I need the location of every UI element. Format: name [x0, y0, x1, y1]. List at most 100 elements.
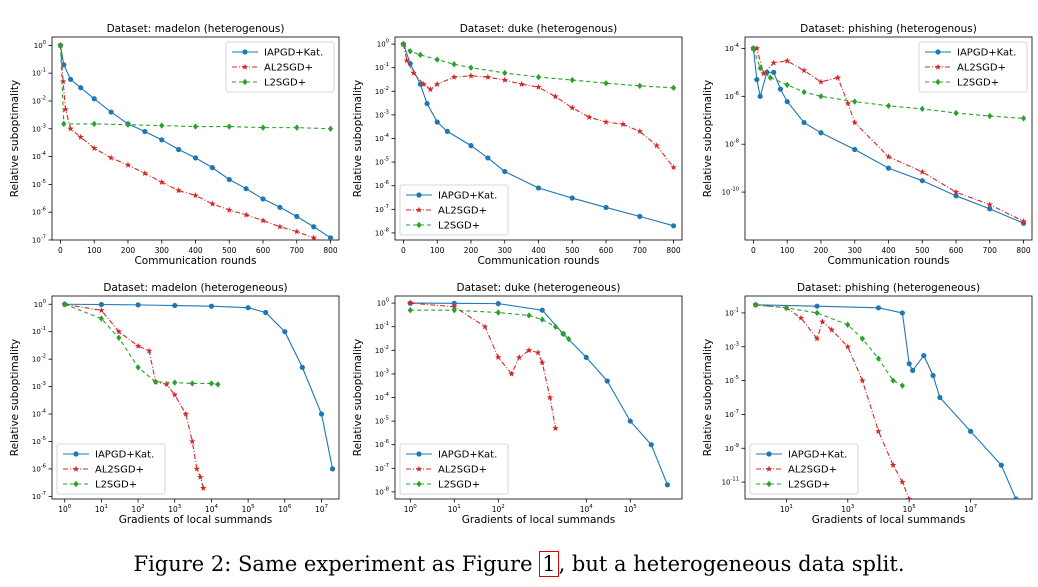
legend-marker [416, 451, 422, 457]
data-point [108, 109, 114, 115]
data-point [834, 74, 842, 81]
data-point [919, 105, 925, 113]
data-point [525, 346, 533, 354]
x-tick-label: 102 [132, 504, 145, 514]
data-point [783, 304, 789, 312]
y-tick-label: 10-7 [32, 491, 46, 501]
x-axis-label: Gradients of local summands [119, 514, 273, 526]
data-point [90, 144, 98, 151]
data-point [175, 187, 182, 194]
data-point [818, 130, 824, 136]
x-tick-label: 800 [1016, 246, 1031, 255]
x-tick-label: 105 [624, 504, 638, 514]
series-line [59, 45, 331, 130]
data-point [276, 223, 284, 230]
legend: IAPGD+Kat. AL2SGD+ L2SGD+ [225, 41, 335, 93]
y-tick-label: 10-3 [32, 123, 46, 133]
data-point [451, 307, 457, 314]
y-tick-label: 10-3 [375, 368, 389, 378]
y-tick-label: 10-6 [32, 207, 46, 217]
legend-marker [935, 78, 941, 86]
y-tick-label: 10-5 [32, 179, 46, 189]
x-tick-label: 107 [964, 504, 978, 514]
legend: IAPGD+Kat. AL2SGD+ L2SGD+ [749, 443, 859, 495]
data-point [546, 394, 554, 401]
data-point [845, 321, 851, 328]
data-point [552, 93, 559, 100]
data-point [569, 104, 576, 111]
x-tick-label: 600 [256, 246, 271, 255]
x-tick-label: 500 [915, 246, 930, 255]
y-tick-label: 100 [34, 299, 46, 309]
data-point [670, 223, 677, 229]
legend-box [918, 41, 1028, 93]
data-point [318, 411, 325, 417]
data-point [753, 301, 759, 309]
y-tick-label: 100 [377, 39, 389, 49]
data-point [420, 80, 427, 87]
data-point [637, 213, 643, 220]
data-point [552, 323, 559, 330]
data-point [67, 76, 74, 82]
chart-panel-3: Dataset: phishing (heterogenous) Communic… [702, 23, 1033, 267]
data-point [424, 101, 430, 107]
x-tick-label: 101 [780, 504, 793, 514]
x-tick-label: 100 [780, 246, 795, 255]
data-point [852, 146, 858, 153]
legend: IAPGD+Kat. AL2SGD+ L2SGD+ [918, 41, 1028, 93]
data-point [467, 72, 475, 79]
data-point [159, 122, 165, 129]
data-point [1020, 115, 1027, 122]
data-point [539, 307, 545, 313]
x-axis-label: Communication rounds [477, 255, 599, 267]
series-line [755, 304, 1017, 499]
data-point [434, 119, 440, 125]
data-point [583, 354, 589, 361]
y-axis-label: Relative suboptimality [9, 339, 21, 456]
data-point [495, 309, 501, 316]
data-point [176, 146, 182, 153]
data-point [859, 377, 866, 384]
y-tick-label: 10-6 [725, 91, 739, 101]
data-point [142, 128, 148, 135]
x-tick-label: 800 [323, 246, 338, 255]
data-point [604, 378, 610, 384]
data-point [501, 76, 508, 83]
chart-panel-4: Dataset: madelon (heterogeneous) Gradient… [9, 282, 340, 526]
data-point [189, 438, 196, 445]
x-tick-label: 103 [841, 504, 855, 514]
data-point [226, 176, 232, 183]
x-tick-label: 103 [168, 504, 182, 514]
y-tick-label: 100 [34, 40, 46, 50]
data-point [57, 42, 64, 49]
figure-reference-link[interactable]: 1 [539, 551, 559, 577]
data-point [159, 137, 165, 143]
data-point [757, 64, 763, 72]
plot-frame [51, 295, 340, 500]
data-point [417, 81, 423, 87]
data-point [502, 69, 508, 77]
y-tick-label: 100 [377, 298, 389, 308]
data-point [828, 326, 835, 333]
series-al2sgd- [57, 41, 321, 240]
x-tick-label: 100 [87, 246, 102, 255]
data-point [784, 99, 790, 105]
data-point [277, 204, 283, 210]
data-point [407, 48, 413, 55]
data-point [135, 302, 141, 308]
series-l2sgd- [400, 40, 677, 92]
data-point [484, 73, 492, 80]
data-point [875, 305, 882, 311]
legend-label: IAPGD+Kat. [95, 450, 154, 461]
legend-marker [415, 206, 423, 213]
data-point [98, 315, 105, 322]
series-line [410, 302, 668, 485]
series-line [755, 304, 903, 387]
data-point [844, 100, 852, 107]
chart-title: Dataset: duke (heterogenous) [460, 23, 618, 35]
data-point [670, 84, 677, 92]
x-tick-label: 0 [58, 246, 63, 255]
data-point [327, 125, 334, 132]
legend-marker [415, 465, 423, 472]
x-axis-label: Gradients of local summands [462, 514, 616, 526]
